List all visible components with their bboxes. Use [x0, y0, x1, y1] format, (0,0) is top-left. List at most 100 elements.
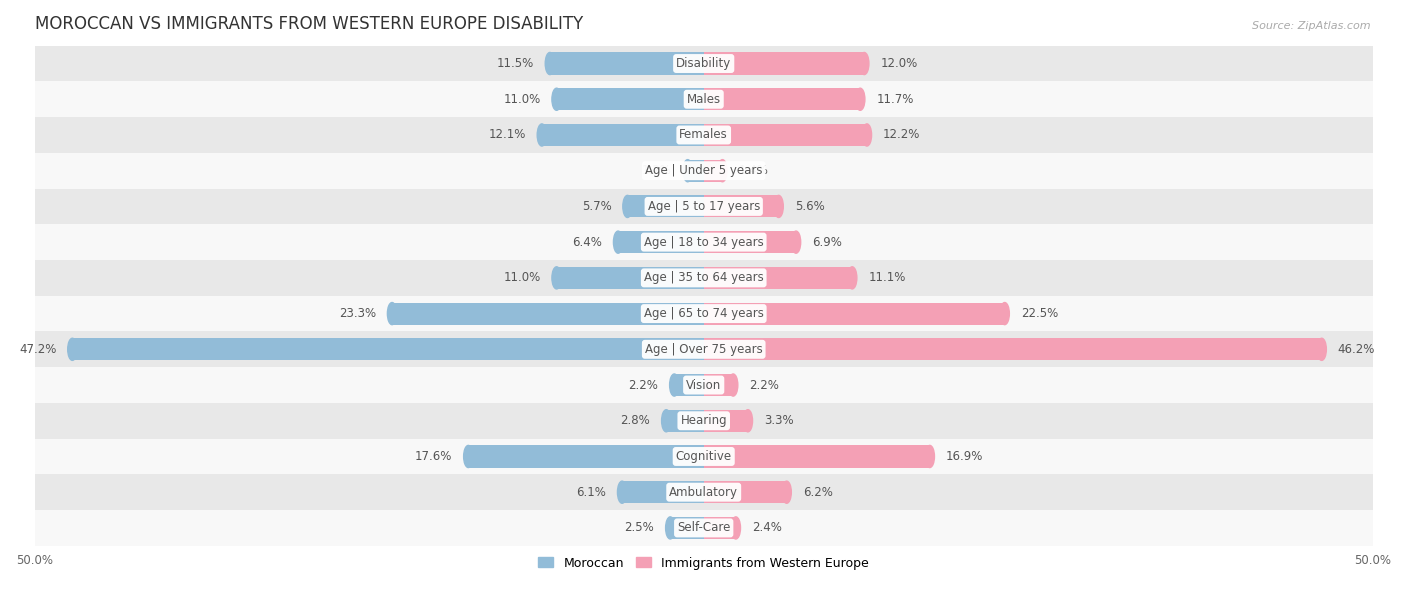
Ellipse shape: [1000, 302, 1010, 324]
Text: 1.4%: 1.4%: [738, 164, 768, 177]
Ellipse shape: [744, 409, 752, 432]
Bar: [35, 224, 1372, 260]
Bar: [541, 124, 704, 146]
Bar: [35, 332, 1372, 367]
Text: Cognitive: Cognitive: [676, 450, 731, 463]
Ellipse shape: [617, 481, 627, 503]
Text: Age | 35 to 64 years: Age | 35 to 64 years: [644, 271, 763, 285]
Bar: [704, 267, 852, 289]
Bar: [557, 267, 704, 289]
Bar: [704, 446, 929, 468]
Text: 6.2%: 6.2%: [803, 486, 832, 499]
Text: 17.6%: 17.6%: [415, 450, 453, 463]
Text: 5.6%: 5.6%: [794, 200, 824, 213]
Bar: [621, 481, 704, 503]
Text: 2.2%: 2.2%: [749, 379, 779, 392]
Text: 6.1%: 6.1%: [576, 486, 606, 499]
Text: 12.2%: 12.2%: [883, 129, 921, 141]
Text: 11.0%: 11.0%: [503, 93, 540, 106]
Text: 16.9%: 16.9%: [946, 450, 983, 463]
Bar: [619, 231, 704, 253]
Bar: [704, 53, 865, 75]
Bar: [35, 260, 1372, 296]
Text: Self-Care: Self-Care: [678, 521, 730, 534]
Text: Vision: Vision: [686, 379, 721, 392]
Bar: [35, 188, 1372, 224]
Bar: [666, 409, 704, 432]
Ellipse shape: [669, 374, 679, 396]
Text: 2.5%: 2.5%: [624, 521, 654, 534]
Text: 2.8%: 2.8%: [620, 414, 650, 427]
Text: 6.9%: 6.9%: [813, 236, 842, 248]
Ellipse shape: [683, 160, 692, 182]
Ellipse shape: [546, 53, 554, 75]
Text: Females: Females: [679, 129, 728, 141]
Bar: [35, 367, 1372, 403]
Ellipse shape: [464, 446, 472, 468]
Bar: [35, 403, 1372, 439]
Text: Age | 18 to 34 years: Age | 18 to 34 years: [644, 236, 763, 248]
Bar: [704, 160, 723, 182]
Ellipse shape: [782, 481, 792, 503]
Bar: [675, 374, 704, 396]
Text: 11.1%: 11.1%: [869, 271, 905, 285]
Bar: [35, 153, 1372, 188]
Text: 11.5%: 11.5%: [496, 57, 534, 70]
Text: 3.3%: 3.3%: [763, 414, 793, 427]
Ellipse shape: [925, 446, 935, 468]
Ellipse shape: [553, 267, 561, 289]
Bar: [704, 302, 1005, 324]
Bar: [704, 409, 748, 432]
Text: 6.4%: 6.4%: [572, 236, 602, 248]
Text: 11.0%: 11.0%: [503, 271, 540, 285]
Text: Hearing: Hearing: [681, 414, 727, 427]
Bar: [688, 160, 704, 182]
Bar: [704, 481, 786, 503]
Ellipse shape: [773, 195, 783, 217]
Bar: [704, 88, 860, 110]
Bar: [35, 439, 1372, 474]
Bar: [704, 517, 735, 539]
Text: 2.4%: 2.4%: [752, 521, 782, 534]
Text: Ambulatory: Ambulatory: [669, 486, 738, 499]
Ellipse shape: [792, 231, 800, 253]
Bar: [671, 517, 704, 539]
Ellipse shape: [855, 88, 865, 110]
Text: Disability: Disability: [676, 57, 731, 70]
Ellipse shape: [67, 338, 77, 360]
Text: Males: Males: [686, 93, 721, 106]
Ellipse shape: [537, 124, 547, 146]
Text: Age | 5 to 17 years: Age | 5 to 17 years: [648, 200, 759, 213]
Bar: [35, 296, 1372, 332]
Ellipse shape: [731, 517, 741, 539]
Ellipse shape: [613, 231, 623, 253]
Ellipse shape: [388, 302, 396, 324]
Bar: [392, 302, 704, 324]
Text: 12.1%: 12.1%: [488, 129, 526, 141]
Bar: [35, 117, 1372, 153]
Text: 2.2%: 2.2%: [628, 379, 658, 392]
Ellipse shape: [728, 374, 738, 396]
Bar: [557, 88, 704, 110]
Text: MOROCCAN VS IMMIGRANTS FROM WESTERN EUROPE DISABILITY: MOROCCAN VS IMMIGRANTS FROM WESTERN EURO…: [35, 15, 583, 33]
Text: 11.7%: 11.7%: [876, 93, 914, 106]
Bar: [35, 510, 1372, 546]
Text: 1.2%: 1.2%: [641, 164, 672, 177]
Text: Source: ZipAtlas.com: Source: ZipAtlas.com: [1253, 21, 1371, 31]
Ellipse shape: [665, 517, 675, 539]
Bar: [704, 124, 868, 146]
Ellipse shape: [623, 195, 633, 217]
Text: 22.5%: 22.5%: [1021, 307, 1057, 320]
Ellipse shape: [862, 124, 872, 146]
Text: 47.2%: 47.2%: [18, 343, 56, 356]
Text: 12.0%: 12.0%: [880, 57, 918, 70]
Ellipse shape: [718, 160, 727, 182]
Ellipse shape: [553, 88, 561, 110]
Bar: [35, 81, 1372, 117]
Bar: [704, 231, 796, 253]
Bar: [468, 446, 704, 468]
Text: 23.3%: 23.3%: [339, 307, 375, 320]
Bar: [627, 195, 704, 217]
Bar: [704, 338, 1322, 360]
Ellipse shape: [848, 267, 856, 289]
